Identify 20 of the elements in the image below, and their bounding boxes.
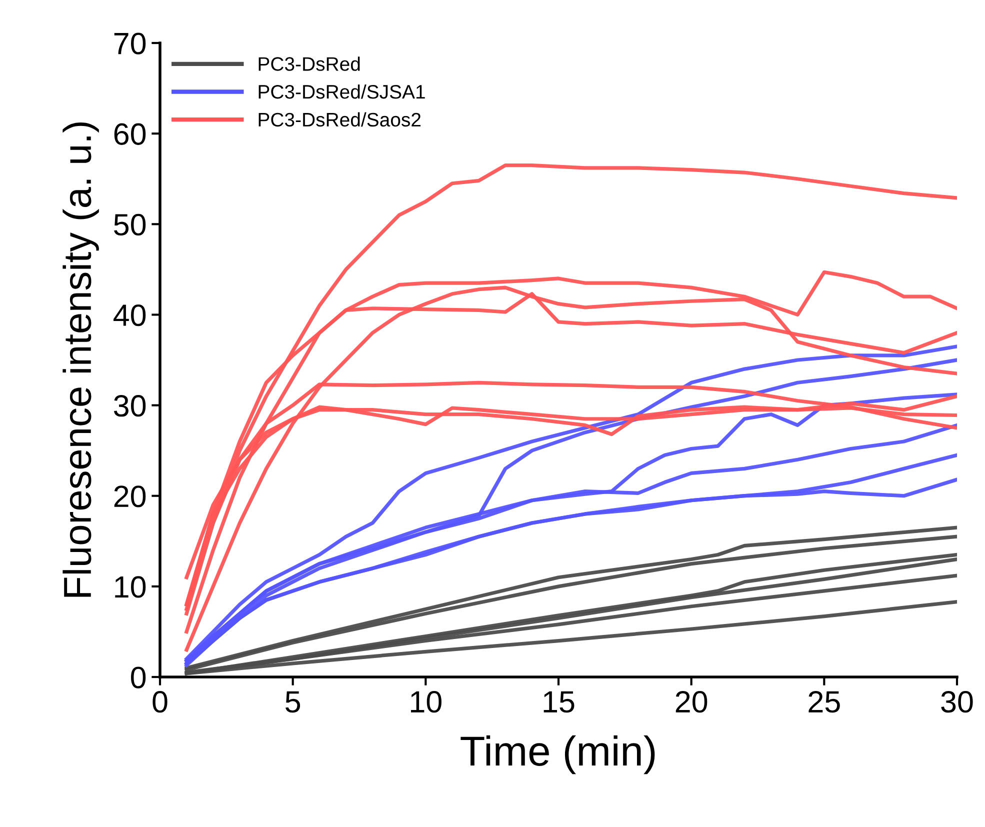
y-tick-label: 0 — [131, 666, 146, 688]
y-tick-label: 40 — [114, 304, 146, 326]
x-tick-label: 30 — [941, 691, 973, 713]
y-tick-label: 30 — [114, 395, 146, 417]
y-tick-label: 10 — [115, 576, 146, 598]
y-axis-title: Fluoresence intensity (a. u.) — [62, 122, 99, 597]
legend-label: PC3-DsRed — [258, 56, 360, 71]
x-tick-label: 15 — [544, 691, 574, 713]
x-tick-label: 20 — [676, 691, 708, 713]
x-tick-label: 10 — [411, 691, 442, 713]
x-axis-title: Time (min) — [460, 735, 655, 774]
legend-label: PC3-DsRed/Saos2 — [258, 112, 421, 127]
legend-label: PC3-DsRed/SJSA1 — [258, 84, 425, 99]
y-tick-label: 60 — [114, 123, 146, 145]
x-tick-label: 0 — [152, 691, 168, 713]
x-tick-label: 25 — [808, 691, 840, 713]
y-tick-label: 50 — [114, 214, 146, 236]
y-tick-label: 20 — [114, 486, 146, 508]
y-tick-label: 70 — [114, 32, 146, 54]
x-tick-label: 5 — [286, 691, 300, 713]
